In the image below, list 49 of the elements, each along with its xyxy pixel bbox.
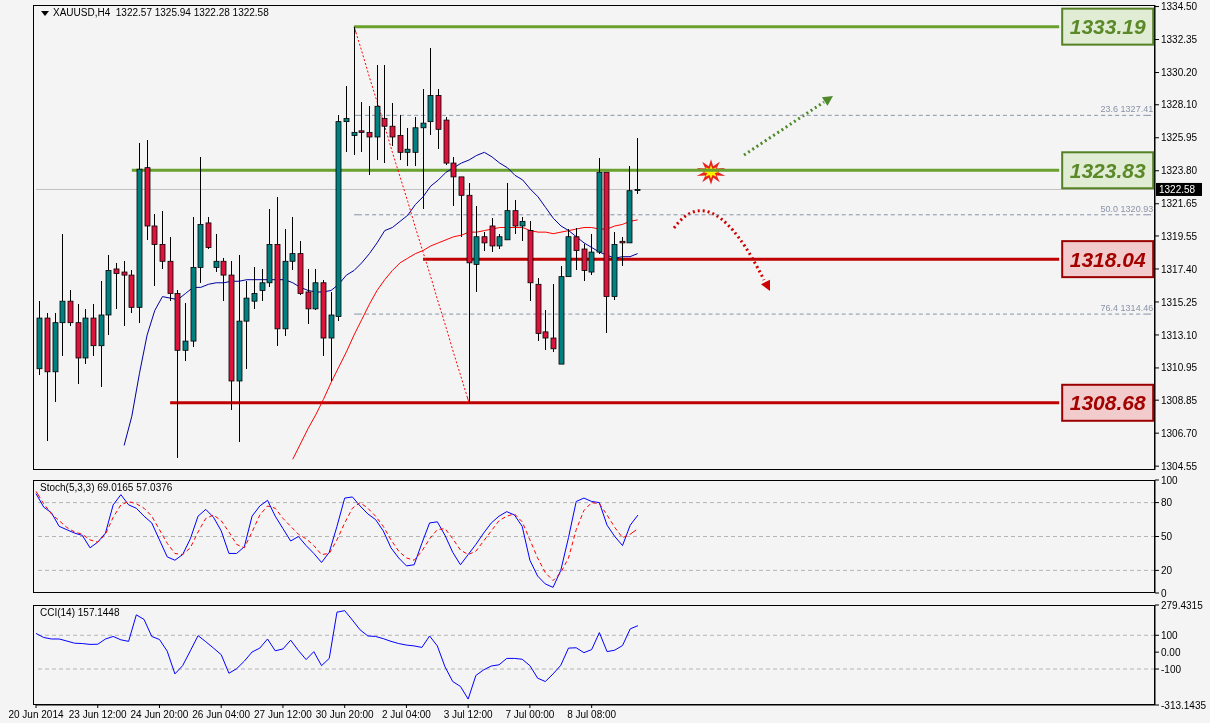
y-tick-label: 1306.70 [1161,427,1198,439]
line-series [123,151,639,446]
data-label: 50.0 1320.93 [1100,203,1154,214]
y-tick-label: 1330.20 [1161,67,1198,79]
y-tick-label: 1328.10 [1161,99,1198,111]
y-tick-label: 100 [1161,629,1179,641]
x-tick-label: 2 Jul 04:00 [381,709,432,720]
ref-line-label: 1322.58 [1159,183,1196,195]
data-label: 1318.04 [1069,247,1146,271]
y-tick-label: 1310.95 [1161,362,1198,374]
data-label: 76.4 1314.46 [1100,303,1154,314]
line-series [35,610,639,700]
y-tick-label: 1321.65 [1161,198,1198,210]
x-tick-label: 27 Jun 12:00 [254,709,313,720]
x-tick-label: 24 Jun 20:00 [130,709,189,720]
y-tick-label: 20 [1161,564,1173,576]
y-tick-label: -313.1435 [1161,699,1207,711]
y-tick-label: 0 [1161,587,1167,599]
data-label: 1333.19 [1069,15,1146,39]
x-tick-label: 30 Jun 20:00 [315,709,375,720]
y-tick-label: 1319.55 [1161,230,1198,242]
y-tick-label: 100 [1161,474,1179,486]
y-tick-label: 1304.55 [1161,460,1198,472]
y-tick-label: 279.4315 [1161,599,1204,611]
x-tick-label: 20 Jun 2014 [8,709,64,720]
x-tick-label: 26 Jun 04:00 [192,709,251,720]
x-tick-label: 23 Jun 12:00 [68,709,128,720]
y-tick-label: 80 [1161,497,1173,509]
data-label: 1308.68 [1069,391,1146,415]
x-tick-label: 3 Jul 12:00 [443,709,494,720]
x-tick-label: 7 Jul 00:00 [505,709,555,720]
y-tick-label: 1325.95 [1161,132,1198,144]
y-tick-label: 1323.80 [1161,165,1198,177]
y-tick-label: 1308.85 [1161,394,1198,406]
y-tick-label: 1315.25 [1161,296,1198,308]
y-tick-label: 1317.40 [1161,263,1198,275]
chart-title: Stoch(5,3,3) 69.0165 57.0376 [40,482,173,494]
y-tick-label: -100 [1161,663,1182,675]
y-tick-label: 1313.10 [1161,329,1198,341]
x-tick-label: 8 Jul 08:00 [567,709,617,720]
chart-title: XAUUSD,H4 1322.57 1325.94 1322.28 1322.58 [53,7,269,19]
data-label: 1323.83 [1069,158,1146,182]
y-tick-label: 50 [1161,531,1173,543]
y-tick-label: 0.00 [1161,646,1181,658]
data-label: 23.6 1327.41 [1100,104,1154,115]
y-tick-label: 1332.35 [1161,34,1198,46]
chart-title: CCI(14) 157.1448 [40,607,120,619]
candlestick [527,220,534,302]
y-tick-label: 1334.50 [1161,1,1198,13]
